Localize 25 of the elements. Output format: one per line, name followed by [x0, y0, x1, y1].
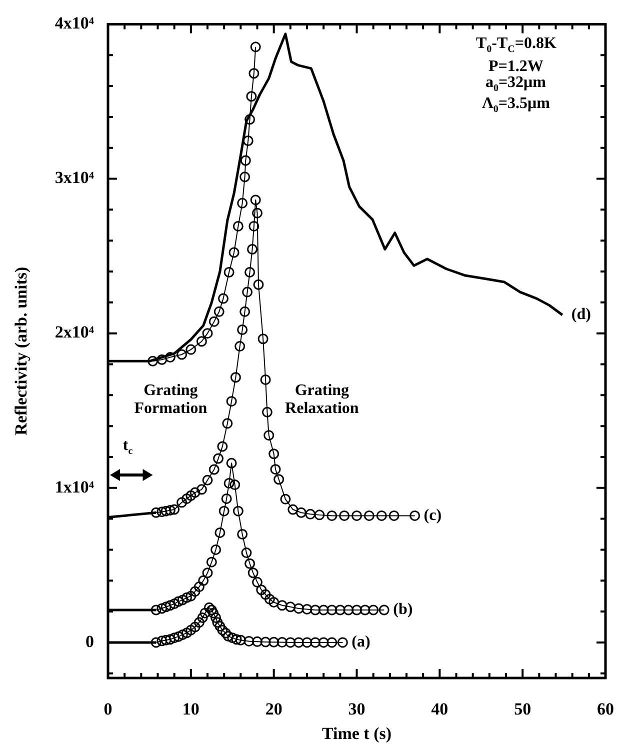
y-tick-label: 3x10⁴	[54, 168, 94, 188]
y-tick-label: 4x10⁴	[54, 14, 94, 33]
annotation: a$_{0}$=32μm	[485, 74, 546, 94]
y-tick-label: 0	[86, 632, 94, 651]
annotation: t$_{c}$	[122, 437, 133, 460]
legend-label: (d)	[571, 306, 591, 324]
x-tick-label: 20	[265, 700, 282, 719]
y-axis-title: Reflectivity (arb. units)	[12, 266, 31, 436]
series-label: (c)	[424, 506, 442, 524]
x-tick-label: 0	[104, 700, 112, 719]
series-label: (b)	[393, 601, 413, 618]
annotation: Λ$_{0}$=3.5μm	[482, 95, 550, 118]
x-tick-label: 50	[514, 700, 532, 719]
x-tick-label: 40	[431, 700, 448, 719]
annotation: Grating Formation	[133, 382, 208, 418]
annotation: T$_{0}$-T$_{C}$=0.8K	[476, 35, 556, 58]
y-tick-label: 1x10⁴	[54, 477, 94, 496]
x-axis-title: Time t (s)	[322, 724, 392, 744]
series-label: (a)	[352, 634, 370, 651]
annotation: P=1.2W	[488, 58, 544, 76]
annotation: Grating Relaxation	[284, 382, 360, 418]
x-tick-label: 10	[182, 700, 200, 719]
x-tick-label: 30	[348, 700, 366, 719]
x-tick-label: 60	[597, 700, 614, 719]
y-tick-label: 2x10⁴	[54, 322, 94, 342]
